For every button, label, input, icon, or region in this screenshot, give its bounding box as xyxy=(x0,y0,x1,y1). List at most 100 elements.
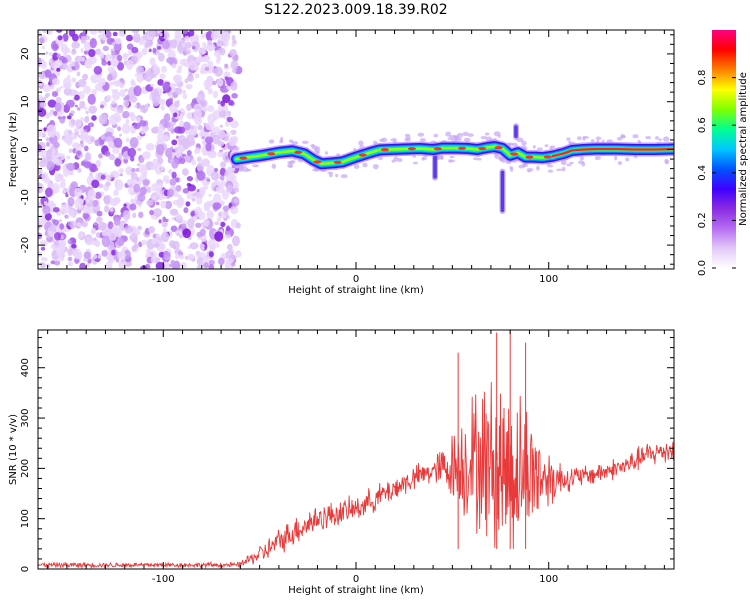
noise-speckle xyxy=(56,87,61,93)
noise-speckle xyxy=(46,150,53,159)
x-tick-label: 0 xyxy=(353,574,359,585)
noise-speckle xyxy=(106,37,114,45)
noise-speckle xyxy=(79,56,85,62)
noise-speckle xyxy=(193,108,202,120)
noise-speckle xyxy=(107,73,113,82)
noise-speckle xyxy=(194,206,203,217)
noise-speckle xyxy=(207,88,213,95)
y-tick-label: 300 xyxy=(20,409,31,428)
noise-speckle xyxy=(106,94,112,102)
noise-speckle xyxy=(125,261,131,267)
noise-speckle xyxy=(91,179,100,189)
noise-speckle xyxy=(59,180,66,189)
noise-speckle xyxy=(129,137,139,149)
noise-speckle xyxy=(92,208,97,214)
noise-speckle xyxy=(94,192,102,199)
noise-speckle xyxy=(126,53,130,57)
trace-halo-speckle xyxy=(477,158,482,161)
noise-speckle xyxy=(176,232,180,237)
noise-speckle xyxy=(162,31,170,40)
trace-halo-speckle xyxy=(335,173,339,178)
noise-speckle xyxy=(38,107,47,117)
noise-speckle xyxy=(205,85,210,91)
noise-speckle xyxy=(200,234,207,242)
trace-halo-speckle xyxy=(419,137,426,143)
noise-speckle xyxy=(88,105,97,114)
noise-speckle xyxy=(70,60,75,68)
noise-speckle xyxy=(194,34,199,41)
noise-speckle xyxy=(166,57,175,64)
noise-speckle xyxy=(206,65,215,74)
noise-speckle xyxy=(185,83,193,90)
noise-speckle xyxy=(82,212,90,220)
noise-speckle xyxy=(154,163,164,175)
noise-speckle xyxy=(122,110,130,119)
noise-speckle xyxy=(176,69,182,74)
noise-speckle xyxy=(45,137,50,142)
noise-speckle xyxy=(89,38,98,49)
noise-speckle xyxy=(150,256,156,264)
noise-speckle xyxy=(134,73,139,77)
noise-speckle xyxy=(137,147,142,152)
noise-speckle xyxy=(175,184,182,192)
noise-speckle xyxy=(118,168,125,174)
trace-halo-speckle xyxy=(314,145,318,151)
noise-speckle xyxy=(150,83,155,88)
noise-speckle xyxy=(177,194,182,199)
trace-halo-speckle xyxy=(381,137,388,143)
noise-speckle xyxy=(123,100,130,108)
noise-speckle xyxy=(139,66,143,71)
noise-speckle xyxy=(155,201,160,206)
noise-speckle xyxy=(226,215,230,219)
noise-speckle xyxy=(163,251,170,259)
trace-halo-speckle xyxy=(242,167,250,172)
noise-speckle xyxy=(154,242,160,247)
noise-speckle xyxy=(160,200,167,209)
noise-speckle xyxy=(131,30,140,34)
noise-speckle xyxy=(61,135,65,140)
trace-halo-speckle xyxy=(252,164,259,168)
noise-speckle xyxy=(122,261,126,266)
trace-halo-speckle xyxy=(404,138,411,142)
noise-speckle xyxy=(74,187,83,198)
noise-speckle xyxy=(162,134,169,142)
noise-speckle xyxy=(42,205,51,215)
noise-speckle xyxy=(233,187,239,193)
trace-halo-speckle xyxy=(449,155,455,159)
noise-speckle xyxy=(214,66,223,77)
noise-speckle xyxy=(55,96,62,104)
noise-speckle xyxy=(179,233,184,239)
noise-speckle xyxy=(45,51,49,55)
noise-speckle xyxy=(181,223,187,229)
noise-speckle xyxy=(65,193,69,198)
noise-speckle xyxy=(220,175,225,181)
noise-speckle xyxy=(52,43,59,50)
noise-speckle xyxy=(138,164,148,175)
noise-speckle xyxy=(113,189,119,197)
noise-speckle xyxy=(57,255,65,262)
signal-trace-hotspot xyxy=(239,156,248,160)
noise-speckle xyxy=(117,126,122,132)
noise-speckle xyxy=(69,220,76,229)
noise-speckle xyxy=(80,116,84,122)
noise-speckle xyxy=(48,230,55,237)
noise-speckle xyxy=(81,221,88,228)
trace-halo-speckle xyxy=(287,160,294,165)
noise-speckle xyxy=(194,147,201,155)
noise-speckle xyxy=(81,74,88,80)
noise-speckle xyxy=(50,260,56,265)
noise-speckle xyxy=(92,260,97,265)
trace-halo-speckle xyxy=(291,141,299,145)
noise-speckle xyxy=(221,189,229,200)
noise-speckle xyxy=(203,218,210,227)
noise-speckle xyxy=(76,150,82,156)
colorbar-tick-label: 0.6 xyxy=(697,117,708,133)
noise-speckle xyxy=(125,118,130,125)
noise-speckle xyxy=(44,212,52,221)
trace-halo-speckle xyxy=(536,147,543,151)
trace-halo-speckle xyxy=(579,156,585,161)
noise-speckle xyxy=(204,66,210,71)
noise-speckle xyxy=(98,30,102,34)
noise-speckle xyxy=(136,163,141,167)
